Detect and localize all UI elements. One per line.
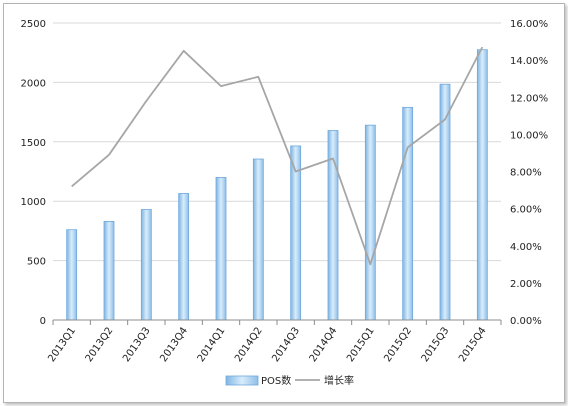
y-right-tick-label: 12.00% <box>510 93 548 104</box>
chart-frame: 0 500 1000 1500 2000 2500 0.00% 2.00% 4.00% 6.00%… <box>3 3 565 403</box>
bar-series <box>66 49 488 321</box>
y-right-tick-label: 2.00% <box>510 279 542 290</box>
bar <box>364 124 376 321</box>
bar <box>103 220 115 321</box>
x-tick-label: 2014Q3 <box>270 325 302 364</box>
y-left-tick-label: 2000 <box>21 78 46 89</box>
bar <box>252 158 264 321</box>
y-right-tick-label: 14.00% <box>510 56 548 67</box>
growth-rate-line <box>71 46 484 266</box>
legend-label-bar: POS数 <box>261 374 291 387</box>
x-tick-label: 2014Q1 <box>196 325 228 364</box>
y-right-tick-label: 0.00% <box>510 316 542 327</box>
x-tick-label: 2013Q2 <box>84 325 116 364</box>
bar <box>402 106 414 321</box>
gridlines <box>53 22 501 262</box>
axes: 0 500 1000 1500 2000 2500 0.00% 2.00% 4.00% 6.00%… <box>21 19 549 364</box>
y-left-tick-label: 1500 <box>21 138 46 149</box>
y-left-tick-label: 2500 <box>21 19 46 30</box>
x-tick-label: 2015Q3 <box>420 325 452 364</box>
y-right-tick-label: 16.00% <box>510 19 548 30</box>
line-series <box>71 46 484 266</box>
y-right-tick-label: 4.00% <box>510 242 542 253</box>
bar <box>178 193 190 321</box>
combo-chart: 0 500 1000 1500 2000 2500 0.00% 2.00% 4.00% 6.00%… <box>21 19 549 387</box>
y-left-tick-label: 1000 <box>21 197 46 208</box>
y-left-tick-label: 0 <box>40 316 46 327</box>
x-tick-label: 2014Q4 <box>308 325 340 364</box>
bar <box>140 209 152 321</box>
legend-swatch-bar <box>225 375 259 386</box>
x-tick-label: 2015Q2 <box>382 325 414 364</box>
bar <box>66 229 78 321</box>
y-right-tick-label: 8.00% <box>510 168 542 179</box>
x-tick-label: 2015Q4 <box>457 325 489 364</box>
y-right-tick-label: 10.00% <box>510 130 548 141</box>
legend: POS数 增长率 <box>225 374 354 387</box>
x-tick-label: 2013Q3 <box>121 325 153 364</box>
bar <box>215 177 227 321</box>
y-left-tick-label: 500 <box>27 257 46 268</box>
x-tick-label: 2014Q2 <box>233 325 265 364</box>
x-tick-label: 2013Q4 <box>158 325 190 364</box>
x-tick-label: 2013Q1 <box>46 325 78 364</box>
legend-label-line: 增长率 <box>324 374 354 387</box>
x-tick-label: 2015Q1 <box>345 325 377 364</box>
bar <box>476 49 488 321</box>
y-right-tick-label: 6.00% <box>510 205 542 216</box>
